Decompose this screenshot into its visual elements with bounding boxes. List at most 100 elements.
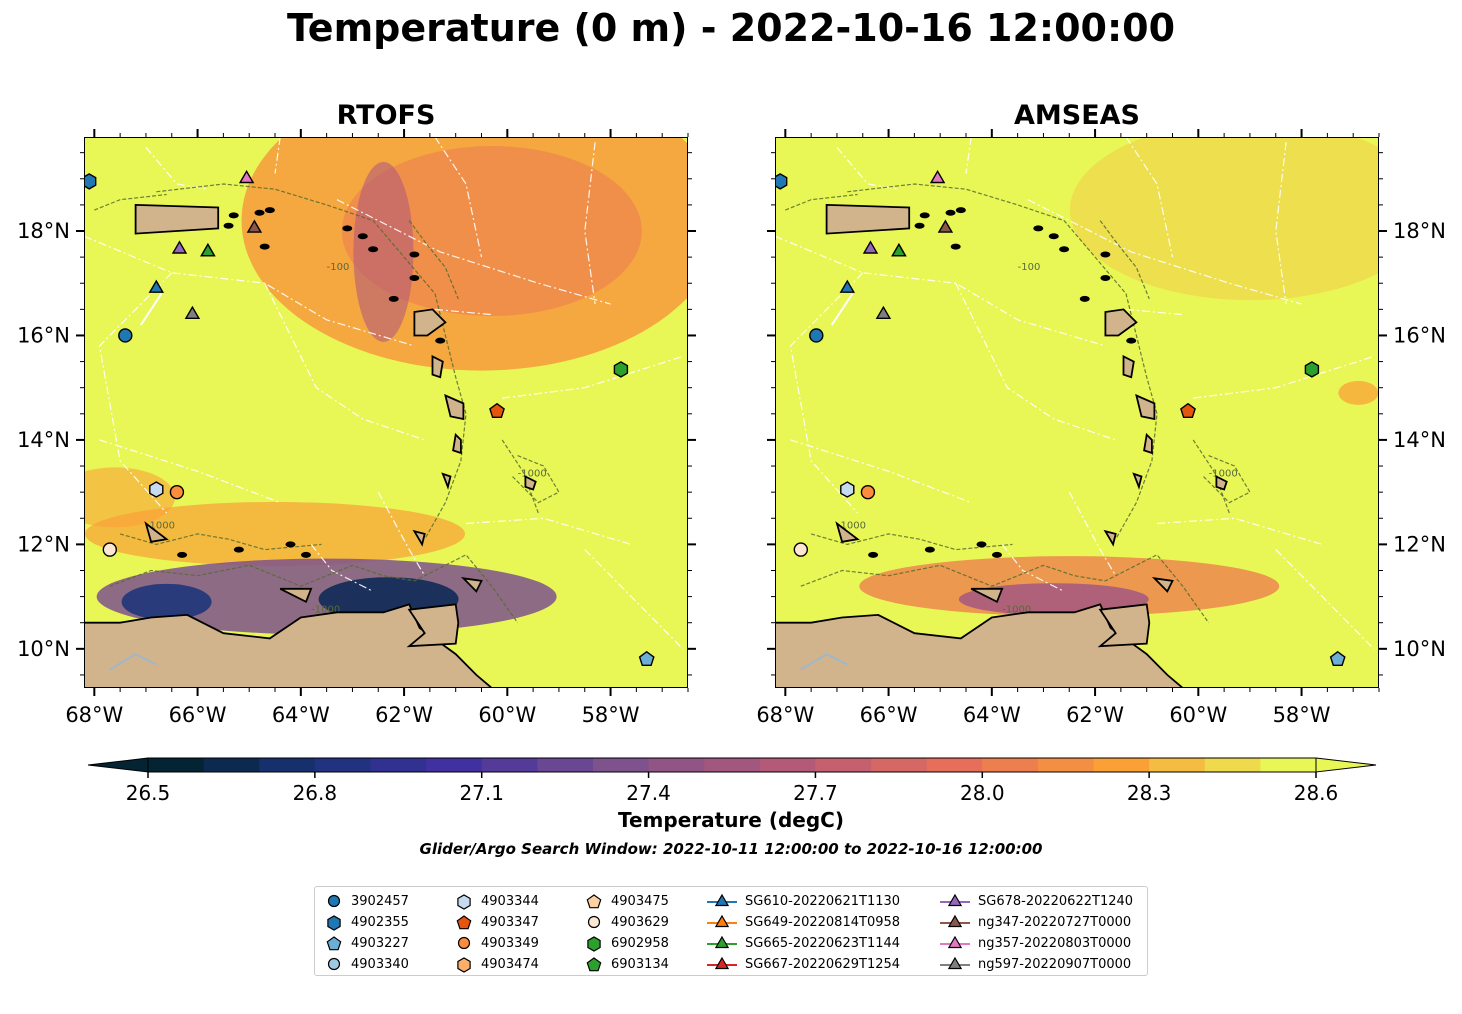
legend-marker <box>586 957 602 972</box>
colorbar-bin <box>871 758 928 772</box>
colorbar-bin <box>1204 758 1261 772</box>
eez-boundary <box>1125 137 1174 258</box>
platform-4903349 <box>169 484 185 500</box>
colorbar-bin <box>815 758 872 772</box>
small-island <box>388 295 399 302</box>
legend-label: 4903475 <box>611 893 669 909</box>
small-island <box>177 551 188 558</box>
legend-item: 4903349 <box>455 933 539 953</box>
lat-tick-label: 16°N <box>17 323 70 347</box>
colorbar: 26.5 26.8 27.1 27.4 27.7 28.0 28.3 28.6 <box>87 757 1377 805</box>
lon-tick-label: 66°W <box>169 703 227 727</box>
colorbar-bin <box>426 758 483 772</box>
eez-boundary <box>790 439 972 504</box>
legend-marker <box>586 894 602 909</box>
small-island <box>357 233 368 240</box>
lon-tick-label: 58°W <box>582 703 640 727</box>
lat-tick-label: 12°N <box>1393 532 1446 556</box>
small-island <box>259 243 270 250</box>
colorbar-bin <box>314 758 372 772</box>
small-island <box>945 209 956 216</box>
colorbar-label: Temperature (degC) <box>618 808 844 832</box>
legend-symbol <box>947 893 963 907</box>
legend-symbol <box>586 957 602 972</box>
legend-marker <box>327 957 341 971</box>
eez-boundary <box>1068 491 1117 577</box>
legend-label: 3902457 <box>351 893 409 909</box>
platform-4903349 <box>860 484 876 500</box>
colorbar-tick-label: 27.4 <box>626 781 671 805</box>
bathymetry-contour <box>800 554 1210 624</box>
legend-marker <box>327 915 341 931</box>
eez-boundary <box>1125 308 1183 316</box>
bathymetry-contour <box>156 183 467 540</box>
platform-sg678-20220622t1240 <box>862 240 879 254</box>
land-grenada <box>412 529 426 547</box>
platform-6902958 <box>613 361 629 378</box>
legend-symbol <box>326 936 342 951</box>
land-curacao <box>835 521 860 543</box>
legend-marker <box>457 894 471 910</box>
eez-boundary <box>434 308 492 316</box>
bathymetry-contour <box>408 220 459 300</box>
land-tobago <box>1151 577 1174 593</box>
legend-marker <box>707 935 737 949</box>
lon-tick-label: 68°W <box>756 703 814 727</box>
land-venezuela <box>775 603 1185 688</box>
small-island <box>1033 225 1044 232</box>
colorbar-bin <box>1149 758 1206 772</box>
small-island <box>1079 295 1090 302</box>
legend-symbol <box>947 935 963 949</box>
glider-track <box>830 293 854 326</box>
platform-ng357-20220803t0000 <box>929 169 946 184</box>
lat-tick-label: 10°N <box>17 637 70 661</box>
bathymetry-contour <box>1099 220 1150 300</box>
small-island <box>409 251 420 258</box>
lat-tick-label: 18°N <box>1393 219 1446 243</box>
legend-item: 4902355 <box>325 912 409 932</box>
legend-item: 4903227 <box>325 933 409 953</box>
legend-marker <box>940 914 970 928</box>
land-barbados <box>1215 475 1228 491</box>
small-island <box>950 243 961 250</box>
contour-label: -100 <box>327 262 350 273</box>
land-trinidad <box>1097 603 1151 648</box>
legend-marker <box>940 935 970 949</box>
legend-label: SG610-20220621T1130 <box>745 893 901 909</box>
lon-tick-label: 64°W <box>272 703 330 727</box>
small-island <box>264 207 275 214</box>
platform-4903227 <box>1329 650 1346 666</box>
colorbar-bin <box>148 758 205 772</box>
lon-tick-label: 60°W <box>478 703 536 727</box>
land-dominica <box>431 354 444 379</box>
small-island <box>368 246 379 253</box>
platform-ng347-20220727t0000 <box>246 219 263 233</box>
eez-boundary <box>145 147 208 190</box>
colorbar-extend-min <box>87 757 149 773</box>
colorbar-tick-label: 28.3 <box>1127 781 1172 805</box>
sst-field-spot-east <box>1338 380 1379 405</box>
legend-label: SG665-20220623T1144 <box>745 935 901 951</box>
contour-label: -1000 <box>311 604 340 615</box>
land-venezuela <box>84 603 494 688</box>
legend-label: 4903227 <box>351 935 409 951</box>
land-tobago <box>460 577 483 593</box>
small-island <box>1059 246 1070 253</box>
platform-3902457 <box>809 328 824 343</box>
colorbar-bin <box>926 758 983 772</box>
land-margarita <box>279 587 313 604</box>
small-island <box>254 209 265 216</box>
land-puertorico <box>825 203 911 235</box>
legend-item: 6903134 <box>585 954 669 974</box>
legend-marker <box>707 914 737 928</box>
platform-4903347 <box>489 402 505 418</box>
panel-title-amseas: AMSEAS <box>1014 100 1140 131</box>
land-grenada <box>1103 529 1117 547</box>
legend-marker <box>457 936 471 950</box>
platform-4903347 <box>1180 402 1196 418</box>
platform-ng357-20220803t0000 <box>238 169 255 184</box>
lon-tick-label: 62°W <box>1066 703 1124 727</box>
colorbar-tick-label: 27.1 <box>459 781 504 805</box>
legend-item: ng597-20220907T0000 <box>940 954 1131 974</box>
small-island <box>285 541 296 548</box>
